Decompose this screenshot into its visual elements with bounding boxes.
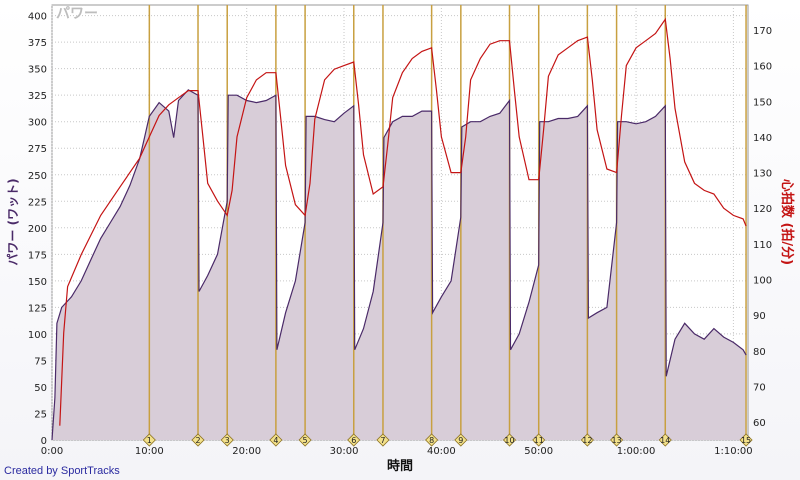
y-left-tick-label: 150 xyxy=(28,277,47,288)
x-tick-label: 0:00 xyxy=(41,446,63,457)
y-left-tick-label: 325 xyxy=(28,91,47,102)
lap-marker-label: 14 xyxy=(660,436,670,445)
lap-marker-label: 12 xyxy=(582,436,592,445)
lap-marker xyxy=(298,433,312,447)
tick-labels: 0255075100125150175200225250275300325350… xyxy=(28,12,772,457)
lap-marker xyxy=(347,433,361,447)
y-right-tick-label: 130 xyxy=(753,169,772,180)
y-left-tick-label: 100 xyxy=(28,330,47,341)
y-left-tick-label: 75 xyxy=(34,356,47,367)
lap-marker xyxy=(739,433,753,447)
y-left-tick-label: 225 xyxy=(28,197,47,208)
lap-marker xyxy=(454,433,468,447)
lap-marker-label: 5 xyxy=(303,436,308,445)
x-tick-label: 30:00 xyxy=(330,446,359,457)
y-right-tick-label: 150 xyxy=(753,97,772,108)
lap-marker xyxy=(502,433,517,447)
y-right-tick-label: 140 xyxy=(753,133,772,144)
y-axis-left-label: パワー (ワット) xyxy=(6,178,20,265)
lap-marker-label: 8 xyxy=(429,436,434,445)
lap-marker xyxy=(532,433,546,447)
lap-marker-label: 13 xyxy=(611,436,621,445)
y-right-tick-label: 80 xyxy=(753,347,766,358)
x-tick-label: 1:10:00 xyxy=(714,446,753,457)
lap-markers: 1 2 3 4 5 6 7 8 9 10 11 12 13 14 15 xyxy=(142,433,753,447)
lap-marker xyxy=(269,433,283,447)
y-left-tick-label: 25 xyxy=(34,409,47,420)
y-left-tick-label: 275 xyxy=(28,144,47,155)
power-series-line xyxy=(51,89,747,441)
y-left-tick-label: 0 xyxy=(41,436,47,447)
y-right-tick-label: 60 xyxy=(753,418,766,429)
lap-marker xyxy=(425,433,439,447)
power-area-fill xyxy=(52,89,747,441)
lap-marker-label: 9 xyxy=(458,436,463,445)
y-right-tick-label: 110 xyxy=(753,240,772,251)
lap-marker-label: 10 xyxy=(504,436,514,445)
y-left-tick-label: 50 xyxy=(34,383,47,394)
y-right-tick-label: 100 xyxy=(753,276,772,287)
y-left-tick-label: 125 xyxy=(28,303,47,314)
x-tick-label: 50:00 xyxy=(524,446,553,457)
y-left-tick-label: 350 xyxy=(28,65,47,76)
credit-text: Created by SportTracks xyxy=(4,465,120,477)
lap-marker-label: 7 xyxy=(380,436,385,445)
chart-title: パワー xyxy=(56,6,98,22)
y-right-tick-label: 120 xyxy=(753,204,772,215)
lap-marker xyxy=(191,433,205,447)
power-area xyxy=(52,89,747,441)
heart-rate-series-line xyxy=(59,17,747,426)
lap-marker-label: 6 xyxy=(351,436,356,445)
y-right-tick-label: 70 xyxy=(753,383,766,394)
lap-marker xyxy=(610,433,624,447)
y-axis-right-label: 心拍数 (拍/分) xyxy=(779,179,795,265)
y-right-tick-label: 170 xyxy=(753,26,772,37)
lap-marker xyxy=(580,433,594,447)
x-axis-label: 時間 xyxy=(387,458,413,474)
y-left-tick-label: 250 xyxy=(28,171,47,182)
y-right-tick-label: 90 xyxy=(753,311,766,322)
lap-marker-label: 15 xyxy=(741,436,751,445)
y-left-tick-label: 175 xyxy=(28,250,47,261)
x-tick-label: 10:00 xyxy=(135,446,164,457)
y-left-tick-label: 400 xyxy=(28,12,47,23)
y-left-tick-label: 200 xyxy=(28,224,47,235)
lap-marker-label: 3 xyxy=(225,436,230,445)
lap-marker xyxy=(376,433,390,447)
y-left-tick-label: 300 xyxy=(28,118,47,129)
series-lines xyxy=(51,17,747,441)
x-tick-label: 40:00 xyxy=(427,446,456,457)
lap-marker-label: 1 xyxy=(147,436,152,445)
lap-marker-label: 11 xyxy=(534,436,544,445)
lap-marker-label: 2 xyxy=(195,436,200,445)
y-right-tick-label: 160 xyxy=(753,62,772,73)
lap-marker xyxy=(658,433,672,447)
lap-marker-label: 4 xyxy=(273,436,278,445)
lap-marker xyxy=(142,433,156,447)
x-tick-label: 20:00 xyxy=(232,446,261,457)
y-left-tick-label: 375 xyxy=(28,38,47,49)
lap-marker xyxy=(220,433,234,447)
x-tick-label: 1:00:00 xyxy=(617,446,656,457)
